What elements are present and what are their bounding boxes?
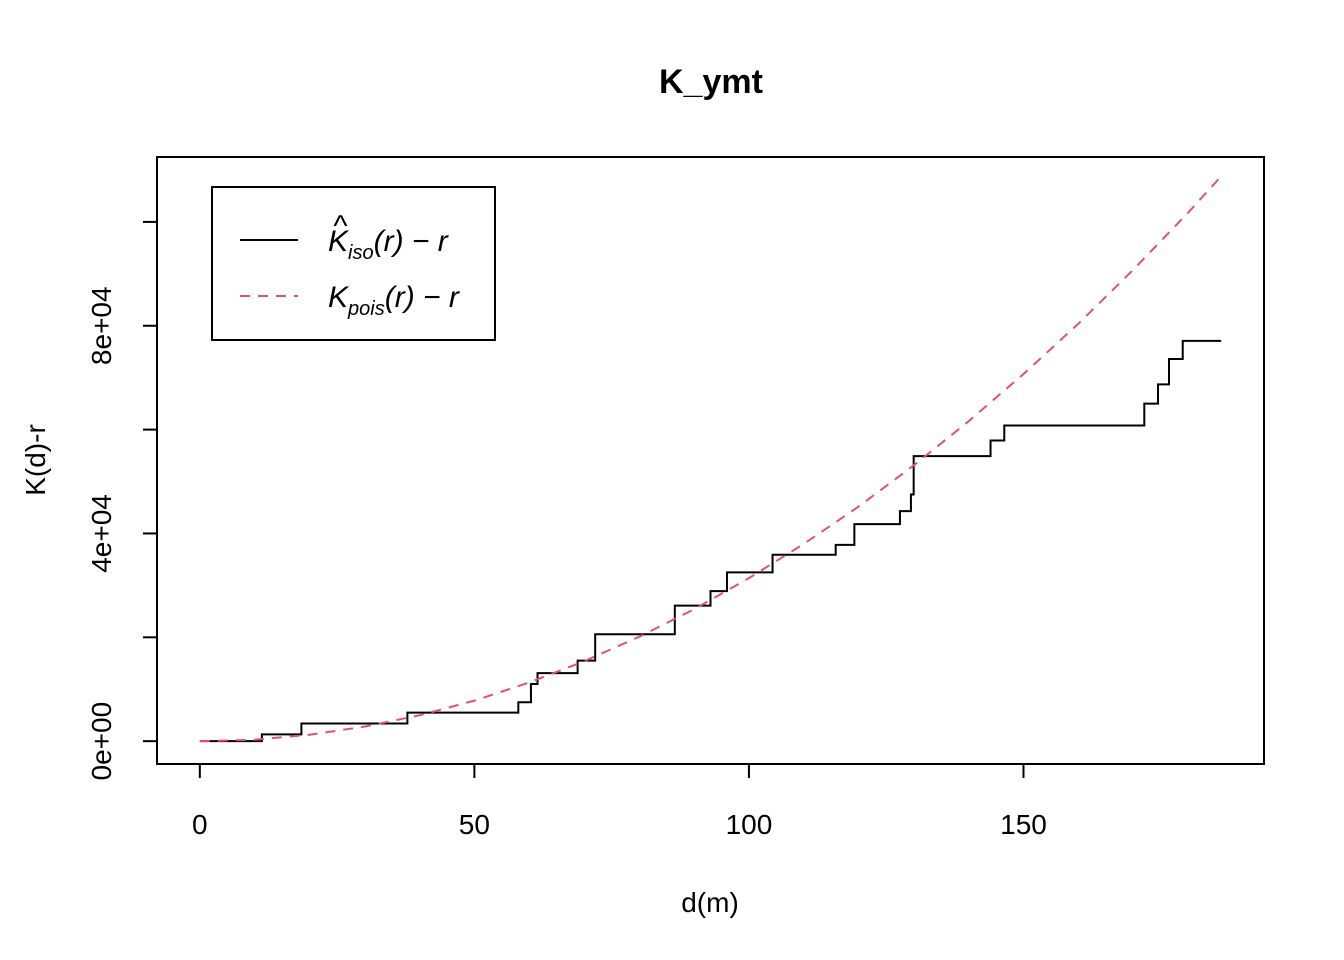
- series-k-pois-line: [199, 175, 1222, 743]
- legend-label: Kpois(r) − r: [328, 281, 460, 320]
- y-axis: 0e+00 4e+04 8e+04: [86, 220, 158, 781]
- x-axis-title: d(m): [681, 887, 739, 918]
- series-layer: [199, 175, 1222, 743]
- legend-hat-accent: ^: [333, 210, 348, 243]
- x-axis: 0 50 100 150: [192, 763, 1047, 840]
- series-k-iso-line: [199, 339, 1222, 743]
- x-tick-label: 150: [1000, 809, 1047, 840]
- y-tick-label: 0e+00: [86, 702, 117, 781]
- x-tick-label: 0: [192, 809, 208, 840]
- y-tick-label: 8e+04: [86, 286, 117, 365]
- x-tick-label: 50: [459, 809, 490, 840]
- y-tick-label: 4e+04: [86, 494, 117, 573]
- legend: Kiso(r) − r^ Kpois(r) − r: [211, 186, 496, 341]
- chart-title: K_ymt: [659, 63, 763, 101]
- legend-box: [211, 186, 496, 341]
- x-tick-label: 100: [726, 809, 773, 840]
- legend-label: Kiso(r) − r: [328, 225, 449, 264]
- y-axis-title: K(d)-r: [20, 424, 51, 496]
